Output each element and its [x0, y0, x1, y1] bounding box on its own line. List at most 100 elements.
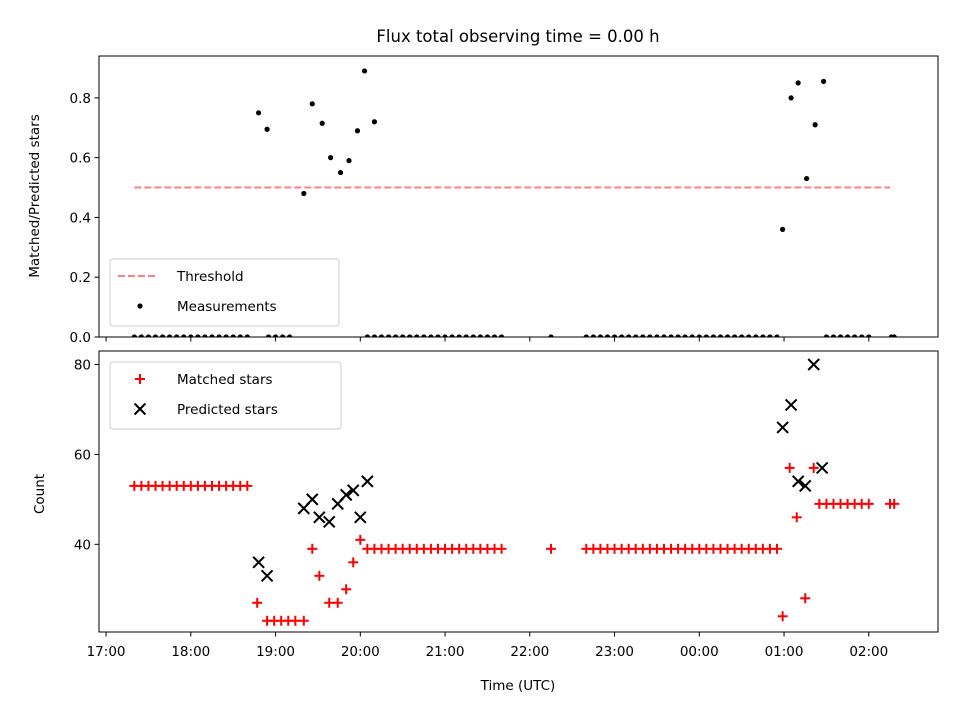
matched-stars-point [348, 557, 359, 568]
bottom-legend: Matched stars Predicted stars [109, 361, 342, 430]
measurement-point [717, 334, 724, 337]
bottom-y-tick-label: 60 [74, 447, 91, 463]
measurement-point [739, 334, 745, 337]
measurement-point [174, 334, 180, 337]
measurement-point [746, 334, 752, 337]
predicted-stars-point [323, 515, 336, 529]
measurement-point [859, 334, 865, 337]
measurement-point [400, 334, 406, 337]
measurement-point [152, 334, 159, 337]
matched-stars-point [808, 462, 819, 473]
bottom-plot-area [129, 358, 900, 626]
measurement-point [597, 334, 604, 337]
measurement-point [272, 334, 279, 337]
matched-stars-point [290, 615, 301, 626]
measurement-point [287, 334, 293, 337]
measurement-point [428, 334, 434, 337]
top-legend: Threshold Measurements [109, 258, 340, 327]
measurement-point [449, 334, 455, 337]
measurement-point [852, 334, 858, 337]
measurement-point [456, 334, 462, 337]
matched-stars-point [307, 543, 318, 554]
predicted-stars-point [791, 475, 805, 488]
predicted-stars-point [313, 511, 326, 524]
top-y-axis-label: Matched/Predicted stars [27, 114, 43, 277]
x-tick-label: 19:00 [256, 644, 295, 660]
top-y-tick-label: 0.6 [70, 151, 91, 167]
measurement-point [866, 334, 872, 337]
measurement-point [732, 334, 738, 337]
measurement-point [710, 334, 717, 337]
predicted-stars-point [347, 484, 360, 497]
x-tick-label: 17:00 [87, 644, 126, 660]
legend-swatch [133, 402, 147, 416]
top-y-tick-label: 0.2 [70, 270, 91, 286]
measurement-point [668, 334, 674, 337]
measurement-point [237, 334, 243, 337]
predicted-stars-point [252, 556, 265, 569]
measurement-point [626, 334, 632, 337]
measurement-point [619, 334, 625, 337]
measurement-point [280, 334, 286, 337]
measurement-point [611, 334, 618, 337]
measurement-point [703, 334, 709, 337]
predicted-stars-point [815, 461, 829, 475]
top-plot-area [131, 68, 897, 337]
measurement-point [891, 334, 897, 337]
measurement-point [216, 334, 222, 337]
measurement-point [498, 334, 505, 337]
measurement-point [647, 334, 653, 337]
measurement-point [590, 334, 596, 337]
measurement-point [309, 101, 315, 107]
predicted-stars-point [799, 479, 812, 493]
measurement-point [131, 334, 137, 337]
measurement-point [371, 119, 378, 125]
measurement-point [364, 334, 370, 337]
measurement-point [414, 334, 420, 337]
measurement-point [159, 334, 166, 337]
matched-stars-point [298, 615, 309, 626]
measurement-point [337, 169, 344, 176]
measurement-point [795, 80, 801, 86]
measurement-point [484, 334, 491, 337]
bottom-axes-frame [98, 350, 939, 633]
legend-swatch [137, 303, 143, 309]
matched-stars-point [771, 543, 782, 554]
measurement-point [202, 334, 208, 337]
legend-label: Threshold [176, 269, 244, 285]
measurement-point [407, 334, 413, 337]
measurement-point [301, 190, 307, 197]
bottom-y-axis-label: Count [32, 474, 48, 514]
matched-stars-point [252, 597, 263, 608]
measurement-point [346, 158, 352, 164]
matched-stars-point [784, 462, 795, 473]
measurement-point [491, 334, 498, 337]
legend-frame [109, 258, 340, 327]
predicted-stars-point [306, 493, 319, 506]
predicted-stars-point [807, 358, 820, 371]
measurement-point [661, 334, 667, 337]
matched-stars-point [324, 597, 335, 608]
x-tick-label: 22:00 [510, 644, 549, 660]
top-axes-frame [98, 55, 939, 338]
measurement-point [361, 68, 368, 74]
measurement-point [689, 334, 695, 337]
top-y-tick-label: 0.4 [70, 210, 91, 226]
predicted-stars-point [354, 511, 367, 524]
measurement-point [256, 110, 262, 116]
measurement-point [209, 334, 215, 337]
predicted-stars-point [339, 488, 353, 502]
bottom-axes: 40 60 80 17:00 18:00 19:00 20:00 21:00 22:00 23:0… [74, 350, 939, 660]
x-tick-label: 02:00 [849, 644, 888, 660]
measurement-point [654, 334, 660, 337]
measurement-point [640, 334, 646, 337]
x-tick-label: 18:00 [171, 644, 210, 660]
measurement-point [354, 128, 361, 134]
predicted-stars-point [361, 475, 374, 488]
measurement-point [265, 334, 272, 337]
measurement-point [371, 334, 378, 337]
measurement-point [548, 334, 554, 337]
x-tick-label: 20:00 [341, 644, 380, 660]
matched-stars-point [496, 543, 507, 554]
